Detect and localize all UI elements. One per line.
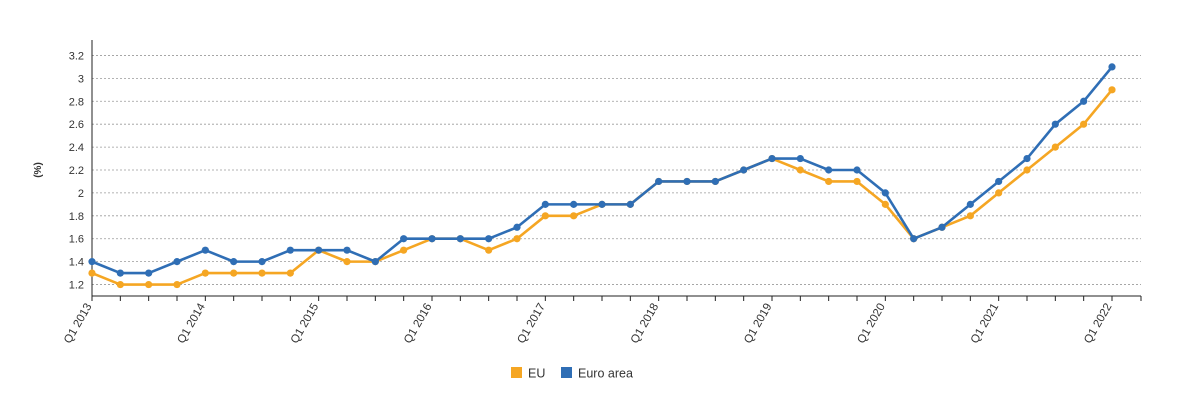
y-tick-label: 2.8	[69, 96, 84, 108]
data-point-eu	[966, 212, 974, 220]
data-point-eu	[400, 246, 408, 254]
data-point-euro-area	[145, 269, 153, 277]
data-point-euro-area	[541, 200, 549, 208]
y-tick-label: 1.6	[69, 234, 84, 246]
x-tick-label: Q1 2018	[629, 302, 661, 346]
data-point-euro-area	[1051, 120, 1059, 128]
data-point-euro-area	[485, 235, 493, 243]
data-point-euro-area	[881, 189, 889, 197]
data-point-eu	[1108, 86, 1116, 94]
y-tick-label: 3	[78, 73, 84, 85]
data-point-euro-area	[1108, 63, 1116, 71]
data-point-eu	[513, 235, 521, 243]
data-point-eu	[1023, 166, 1031, 174]
series-lines	[88, 63, 1116, 289]
legend-swatch-eu	[511, 367, 522, 378]
data-point-eu	[145, 280, 153, 289]
data-point-euro-area	[711, 177, 719, 186]
data-point-euro-area	[1023, 154, 1031, 163]
data-point-eu	[485, 246, 493, 254]
y-tick-label: 2	[78, 188, 84, 200]
data-point-euro-area	[88, 258, 96, 266]
axes	[91, 40, 1142, 301]
data-point-eu	[116, 280, 124, 289]
data-point-eu	[1080, 120, 1088, 128]
data-point-euro-area	[825, 166, 833, 174]
y-tick-label: 2.2	[69, 165, 84, 177]
x-tick-label: Q1 2022	[1082, 302, 1114, 346]
x-tick-label: Q1 2015	[289, 302, 321, 346]
data-point-euro-area	[400, 235, 408, 243]
data-point-eu	[343, 258, 351, 266]
data-point-euro-area	[626, 200, 634, 208]
data-point-euro-area	[910, 235, 918, 243]
axis-labels: 1.2 1.4 1.6 1.8 2 2.2 2.4 2.6 2.8 3 3.2 (%) Q1 2013 Q…	[33, 50, 1115, 345]
data-point-eu	[995, 189, 1003, 197]
data-point-eu	[1051, 143, 1059, 151]
data-point-eu	[881, 200, 889, 208]
data-point-eu	[201, 269, 209, 277]
data-point-eu	[570, 212, 578, 220]
y-tick-label: 3.2	[69, 50, 84, 62]
y-tick-label: 1.2	[69, 280, 84, 292]
data-point-euro-area	[853, 166, 861, 174]
data-point-euro-area	[286, 246, 294, 254]
x-tick-label: Q1 2016	[402, 302, 434, 346]
data-point-euro-area	[428, 235, 436, 243]
data-point-euro-area	[995, 177, 1003, 186]
data-point-eu	[286, 269, 294, 277]
y-tick-label: 1.4	[69, 257, 84, 269]
series-line-eu	[91, 88, 1114, 286]
x-tick-label: Q1 2017	[515, 302, 547, 346]
x-tick-label: Q1 2013	[62, 302, 94, 346]
data-point-euro-area	[371, 258, 379, 266]
data-point-euro-area	[456, 235, 464, 243]
y-axis-label: (%)	[33, 162, 44, 178]
data-point-euro-area	[116, 269, 124, 277]
data-point-euro-area	[683, 177, 691, 186]
data-point-euro-area	[570, 200, 578, 208]
data-point-euro-area	[173, 258, 181, 266]
data-point-eu	[258, 269, 266, 277]
y-tick-label: 2.6	[69, 119, 84, 131]
legend-swatch-euro-area	[561, 367, 572, 378]
gridlines	[92, 55, 1141, 285]
legend: EU Euro area	[511, 367, 633, 381]
data-point-euro-area	[740, 166, 748, 174]
data-point-euro-area	[230, 258, 238, 266]
data-point-euro-area	[655, 177, 663, 186]
x-tick-label: Q1 2014	[175, 301, 208, 346]
data-point-euro-area	[598, 200, 606, 208]
legend-label: Euro area	[578, 367, 633, 381]
data-point-euro-area	[966, 200, 974, 208]
y-tick-label: 1.8	[69, 211, 84, 223]
data-point-eu	[173, 280, 181, 289]
data-point-euro-area	[343, 246, 351, 254]
y-tick-label: 2.4	[69, 142, 84, 154]
x-tick-label: Q1 2021	[969, 302, 1001, 346]
data-point-euro-area	[1080, 97, 1088, 105]
data-point-eu	[796, 166, 804, 174]
x-tick-label: Q1 2019	[742, 302, 774, 346]
data-point-eu	[853, 177, 861, 186]
data-point-euro-area	[201, 246, 209, 254]
legend-label: EU	[528, 367, 545, 381]
data-point-euro-area	[513, 223, 521, 231]
data-point-eu	[825, 177, 833, 186]
data-point-eu	[88, 269, 96, 277]
data-point-euro-area	[315, 246, 323, 254]
x-tick-label: Q1 2020	[855, 302, 887, 346]
data-point-euro-area	[768, 154, 776, 163]
data-point-euro-area	[258, 258, 266, 266]
data-point-euro-area	[938, 223, 946, 231]
data-point-euro-area	[796, 154, 804, 163]
data-point-eu	[230, 269, 238, 277]
data-point-eu	[541, 212, 549, 220]
